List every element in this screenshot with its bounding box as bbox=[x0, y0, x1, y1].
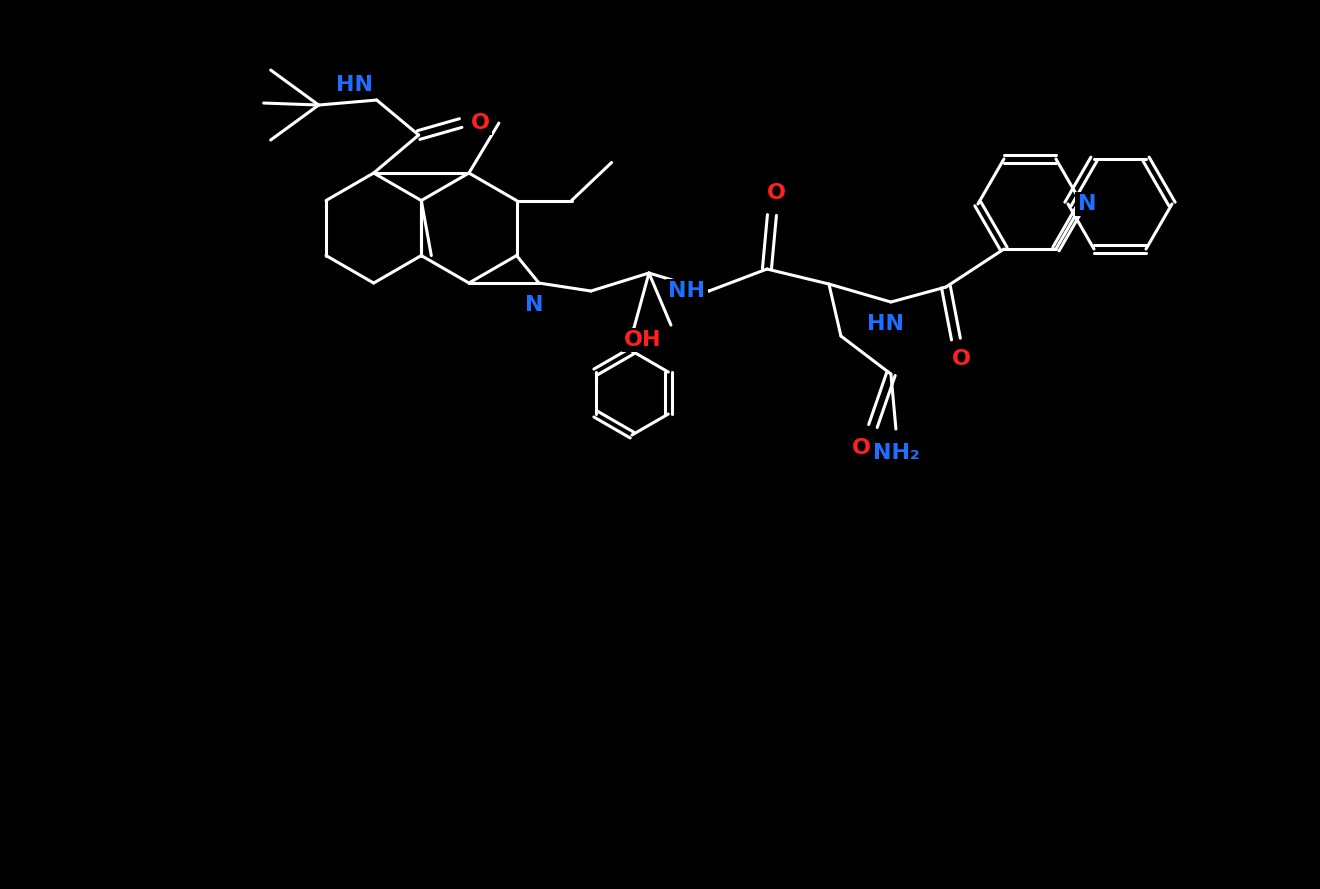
Text: O: O bbox=[767, 183, 785, 203]
Text: NH: NH bbox=[668, 281, 705, 301]
Text: NH₂: NH₂ bbox=[873, 443, 919, 463]
Text: O: O bbox=[471, 113, 490, 133]
Text: O: O bbox=[952, 349, 970, 369]
Text: HN: HN bbox=[867, 314, 904, 334]
Text: N: N bbox=[524, 295, 544, 315]
Text: OH: OH bbox=[624, 330, 661, 350]
Text: O: O bbox=[851, 438, 870, 458]
Text: N: N bbox=[1077, 194, 1096, 214]
Text: HN: HN bbox=[337, 75, 374, 95]
